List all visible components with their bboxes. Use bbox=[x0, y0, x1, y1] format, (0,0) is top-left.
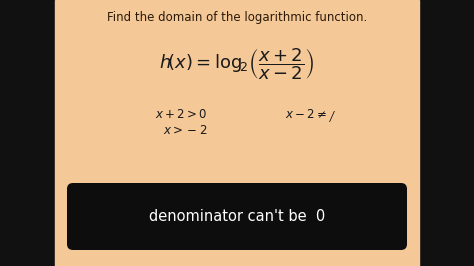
Text: /: / bbox=[330, 111, 334, 124]
Text: $x+2>0$: $x+2>0$ bbox=[155, 108, 207, 121]
Bar bbox=[0, 0, 55, 266]
Text: Find the domain of the logarithmic function.: Find the domain of the logarithmic funct… bbox=[107, 11, 367, 24]
Bar bbox=[55, 0, 419, 266]
Text: $x>-2$: $x>-2$ bbox=[163, 124, 208, 137]
FancyBboxPatch shape bbox=[67, 183, 407, 250]
Bar bbox=[419, 0, 474, 266]
Text: $x-2\neq$: $x-2\neq$ bbox=[285, 108, 327, 121]
Text: $h\!\left(x\right)=\log_{\!2}\!\left(\dfrac{x+2}{x-2}\right)$: $h\!\left(x\right)=\log_{\!2}\!\left(\df… bbox=[159, 46, 315, 82]
Text: denominator can't be  0: denominator can't be 0 bbox=[149, 209, 325, 224]
